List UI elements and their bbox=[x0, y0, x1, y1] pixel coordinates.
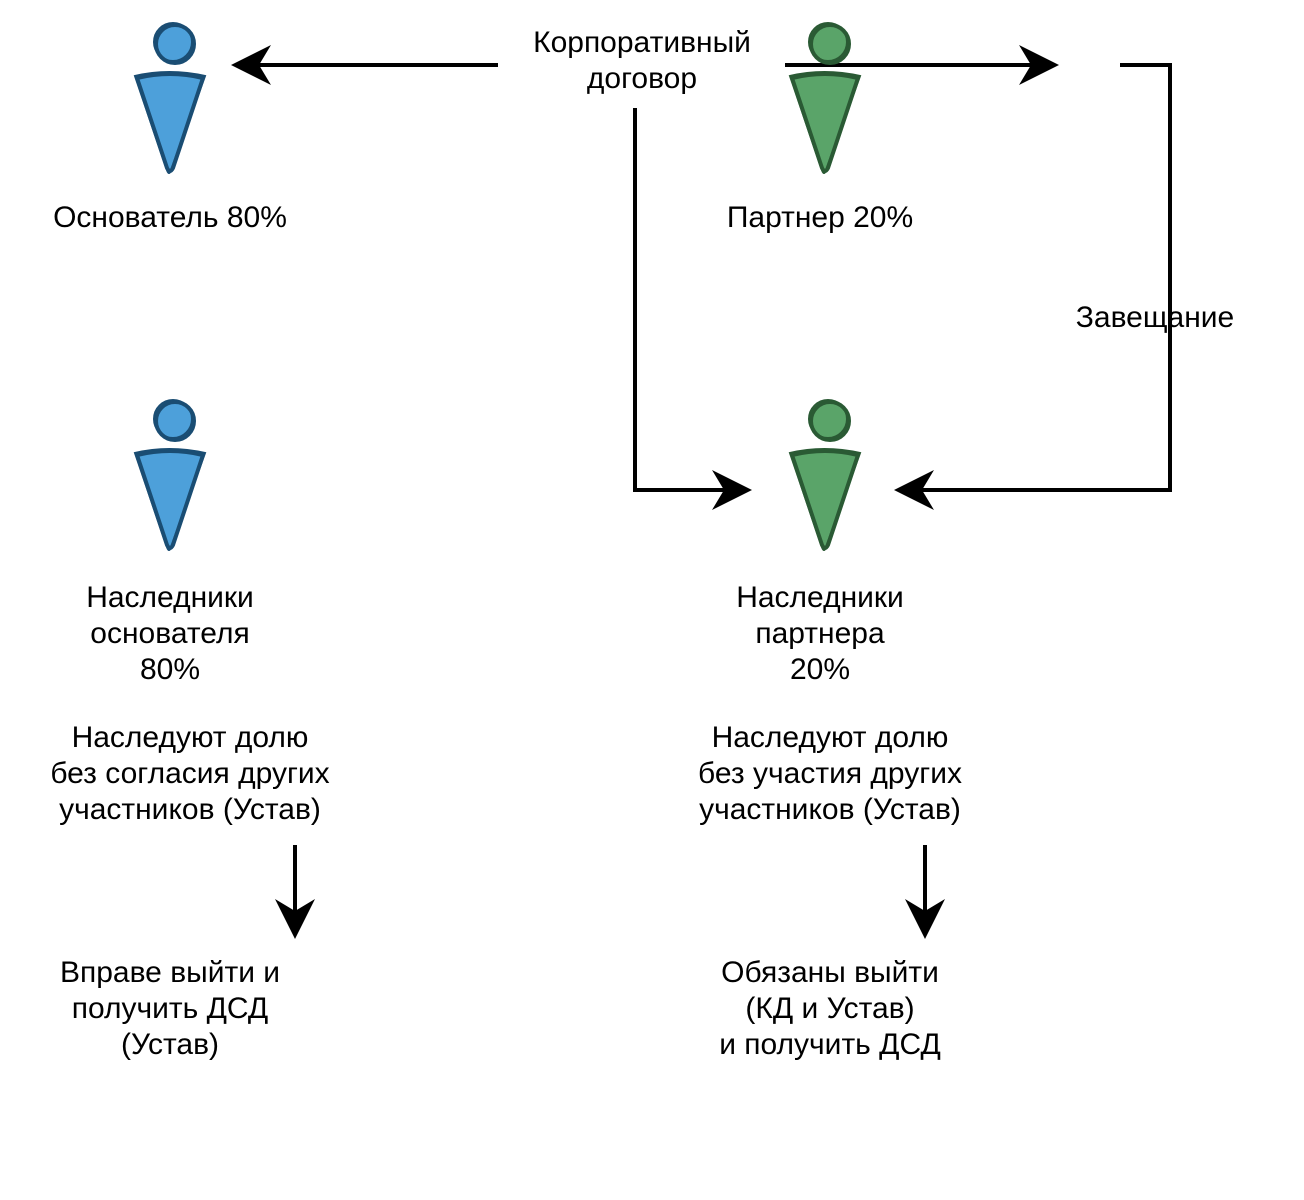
label-heirs-partner: Наследники партнера 20% bbox=[700, 580, 940, 688]
label-founder-action: Вправе выйти и получить ДСД (Устав) bbox=[30, 955, 310, 1063]
label-partner: Партнер 20% bbox=[700, 200, 940, 236]
person-heirs-partner-icon bbox=[780, 395, 870, 560]
label-will: Завещание bbox=[1055, 300, 1255, 336]
label-heirs-founder: Наследники основателя 80% bbox=[45, 580, 295, 688]
person-heirs-founder-icon bbox=[125, 395, 215, 560]
edge-will-to-heirs-partner bbox=[898, 65, 1170, 490]
person-partner-icon bbox=[780, 18, 870, 183]
diagram-canvas: Корпоративный договор Основатель 80% Пар… bbox=[0, 0, 1304, 1200]
label-heirs-partner-desc: Наследуют долю без участия других участн… bbox=[660, 720, 1000, 828]
label-founder: Основатель 80% bbox=[30, 200, 310, 236]
label-heirs-founder-desc: Наследуют долю без согласия других участ… bbox=[30, 720, 350, 828]
person-founder-icon bbox=[125, 18, 215, 183]
label-partner-action: Обязаны выйти (КД и Устав) и получить ДС… bbox=[690, 955, 970, 1063]
label-corp-agreement: Корпоративный договор bbox=[502, 25, 782, 97]
edge-corp-to-heirs-partner bbox=[635, 108, 748, 490]
